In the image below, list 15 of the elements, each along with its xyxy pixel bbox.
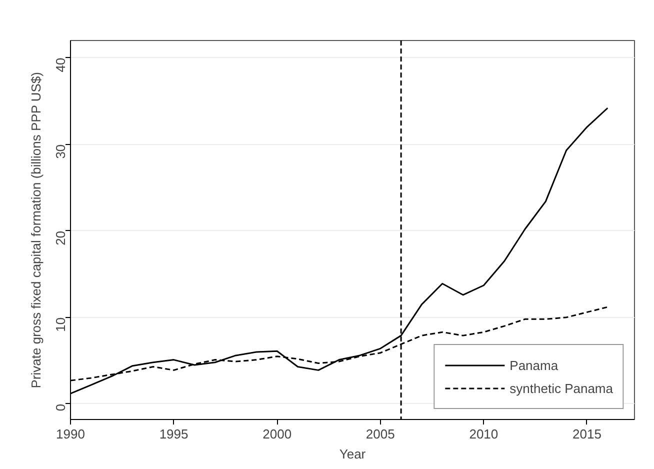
x-tick-label: 2015 xyxy=(572,426,602,442)
y-tick-label: 30 xyxy=(53,144,68,159)
x-tick-label: 2010 xyxy=(469,426,498,442)
y-tick-label: 10 xyxy=(53,317,68,332)
legend-label: synthetic Panama xyxy=(510,380,613,396)
x-tick-label: 1995 xyxy=(159,426,188,442)
x-axis-title: Year xyxy=(339,446,366,462)
y-tick-label: 20 xyxy=(53,230,68,246)
y-axis-title: Private gross fixed capital formation (billions PPP US$) xyxy=(28,72,44,388)
x-tick-label: 2000 xyxy=(262,426,292,442)
x-tick-label: 1990 xyxy=(56,426,85,442)
y-tick-label: 40 xyxy=(53,58,68,72)
x-tick-label: 2005 xyxy=(366,426,395,442)
legend-label: Panama xyxy=(510,358,558,372)
y-tick-label: 0 xyxy=(53,404,68,412)
